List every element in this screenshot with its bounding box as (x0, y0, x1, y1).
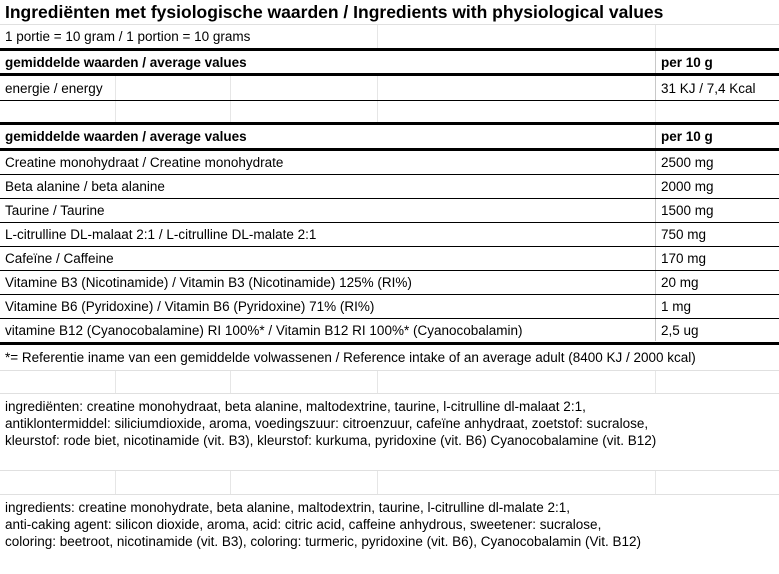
nutrient-name: L-citrulline DL-malaat 2:1 / L-citrullin… (5, 227, 317, 242)
nutrient-row: Beta alanine / beta alanine 2000 mg (0, 175, 779, 198)
nutrient-row: Vitamine B6 (Pyridoxine) / Vitamin B6 (P… (0, 295, 779, 318)
nutrient-value: 2500 mg (655, 151, 779, 174)
divider (0, 270, 779, 271)
ingredients-nl-line: antiklontermiddel: siliciumdioxide, arom… (5, 416, 649, 431)
energy-label: energie / energy (5, 80, 103, 96)
portion-text: 1 portie = 10 gram / 1 portion = 10 gram… (5, 29, 251, 44)
nutrient-value: 2000 mg (655, 175, 779, 198)
nutrient-name: Creatine monohydraat / Creatine monohydr… (5, 155, 284, 170)
divider (0, 100, 779, 101)
nutrient-row: L-citrulline DL-malaat 2:1 / L-citrullin… (0, 223, 779, 246)
nutrient-row: Taurine / Taurine 1500 mg (0, 199, 779, 222)
divider (0, 294, 779, 295)
nutrient-name: Vitamine B6 (Pyridoxine) / Vitamin B6 (P… (5, 299, 375, 314)
header-value: per 10 g (655, 125, 779, 148)
title-row: Ingrediënten met fysiologische waarden /… (0, 0, 779, 24)
energy-value: 31 KJ / 7,4 Kcal (655, 76, 779, 100)
divider (0, 148, 779, 151)
divider (0, 198, 779, 199)
divider (0, 122, 779, 125)
nutrient-name: Taurine / Taurine (5, 203, 105, 218)
ingredients-en-line: ingredients: creatine monohydrate, beta … (5, 500, 571, 515)
footnote-row: *= Referentie iname van een gemiddelde v… (0, 345, 779, 370)
nutrient-header-row: gemiddelde waarden / average values per … (0, 125, 779, 148)
ingredients-en: ingredients: creatine monohydrate, beta … (0, 495, 779, 574)
nutrient-row: Creatine monohydraat / Creatine monohydr… (0, 151, 779, 174)
nutrient-value: 170 mg (655, 247, 779, 270)
energy-header-row: gemiddelde waarden / average values per … (0, 51, 779, 73)
nutrient-row: vitamine B12 (Cyanocobalamine) RI 100%* … (0, 319, 779, 341)
footnote: *= Referentie iname van een gemiddelde v… (5, 350, 696, 365)
divider (0, 174, 779, 175)
empty-row (0, 471, 779, 494)
ingredients-en-line: anti-caking agent: silicon dioxide, arom… (5, 517, 602, 532)
divider (0, 48, 779, 51)
nutrient-name: Beta alanine / beta alanine (5, 179, 165, 194)
ingredients-nl-line: ingrediënten: creatine monohydraat, beta… (5, 399, 586, 414)
nutrient-row: Cafeïne / Caffeine 170 mg (0, 247, 779, 270)
energy-row: energie / energy 31 KJ / 7,4 Kcal (0, 76, 779, 100)
empty-row (0, 371, 779, 393)
divider (0, 222, 779, 223)
nutrient-value: 20 mg (655, 271, 779, 294)
page-title: Ingrediënten met fysiologische waarden /… (5, 1, 664, 22)
divider (0, 246, 779, 247)
nutrient-name: Vitamine B3 (Nicotinamide) / Vitamin B3 … (5, 275, 412, 290)
header-label: gemiddelde waarden / average values (5, 129, 247, 144)
nutrient-value: 1500 mg (655, 199, 779, 222)
nutrient-name: vitamine B12 (Cyanocobalamine) RI 100%* … (5, 322, 523, 338)
nutrient-value: 2,5 ug (655, 319, 779, 341)
nutrient-value: 750 mg (655, 223, 779, 246)
header-label: gemiddelde waarden / average values (5, 54, 247, 70)
divider (0, 73, 779, 76)
divider (0, 24, 779, 25)
ingredients-en-line: coloring: beetroot, nicotinamide (vit. B… (5, 534, 642, 549)
ingredients-nl: ingrediënten: creatine monohydraat, beta… (0, 394, 779, 470)
ingredients-nl-line: kleurstof: rode biet, nicotinamide (vit.… (5, 433, 657, 448)
portion-row: 1 portie = 10 gram / 1 portion = 10 gram… (0, 25, 779, 48)
header-value: per 10 g (655, 51, 779, 73)
empty-row (0, 101, 779, 122)
divider (0, 318, 779, 319)
nutrient-name: Cafeïne / Caffeine (5, 251, 114, 266)
nutrient-row: Vitamine B3 (Nicotinamide) / Vitamin B3 … (0, 271, 779, 294)
divider (0, 342, 779, 345)
nutrient-value: 1 mg (655, 295, 779, 318)
